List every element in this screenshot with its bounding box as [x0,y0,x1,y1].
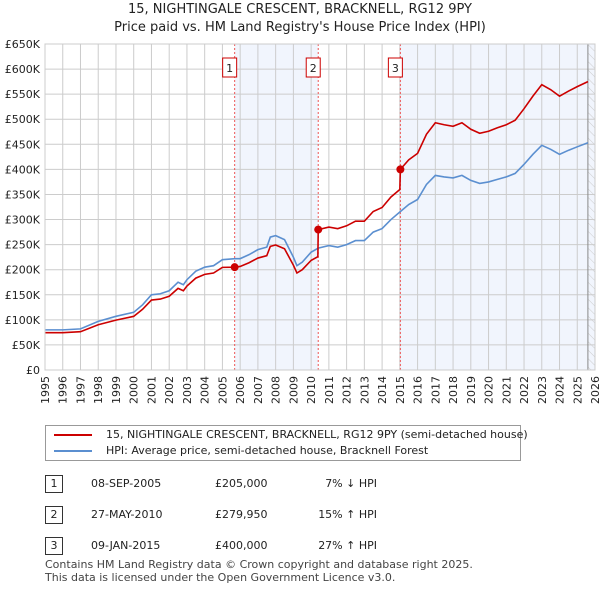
transaction-hpi-diff: 7% ↓ HPI [325,477,377,490]
shaded-period [234,44,319,370]
transaction-number: 2 [45,506,63,524]
legend-label-hpi: HPI: Average price, semi-detached house,… [106,444,429,457]
y-tick-label: £200K [5,264,41,277]
x-tick-label: 2017 [429,376,442,404]
x-tick-label: 2025 [571,376,584,404]
transaction-hpi-diff: 15% ↑ HPI [318,508,377,521]
shaded-period [400,44,595,370]
sale-label: 1 [226,62,233,75]
transaction-row: 2 27-MAY-2010 £279,950 15% ↑ HPI [45,506,545,524]
x-tick-label: 2026 [589,376,600,404]
sale-label: 3 [392,62,399,75]
sale-label-box [387,57,403,78]
transaction-date: 08-SEP-2005 [91,477,162,490]
x-tick-label: 2004 [199,376,212,404]
x-tick-label: 2008 [270,376,283,404]
sale-label-box [305,57,321,78]
future-hatch [587,44,595,370]
chart-title: 15, NIGHTINGALE CRESCENT, BRACKNELL, RG1… [128,2,472,17]
legend-red-line [54,434,92,436]
transaction-price: £279,950 [215,508,268,521]
x-tick-label: 2011 [323,376,336,404]
x-tick-label: 2024 [554,376,567,404]
x-tick-label: 2022 [518,376,531,404]
x-tick-label: 2003 [181,376,194,404]
y-tick-label: £150K [5,289,41,302]
x-tick-label: 1999 [110,376,123,404]
x-tick-label: 2021 [500,376,513,404]
y-tick-label: £300K [5,214,41,227]
transaction-number: 1 [45,475,63,493]
x-tick-label: 2012 [341,376,354,404]
sale-label-box [222,57,238,78]
y-tick-label: £400K [5,163,41,176]
transaction-price: £205,000 [215,477,268,490]
chart-subtitle: Price paid vs. HM Land Registry's House … [114,20,486,35]
x-tick-label: 2000 [128,376,141,404]
plot-border [44,43,596,371]
y-tick-label: £0 [26,364,40,377]
x-tick-label: 2006 [234,376,247,404]
transaction-row: 3 09-JAN-2015 £400,000 27% ↑ HPI [45,537,545,555]
x-tick-label: 2023 [536,376,549,404]
transaction-number: 3 [45,537,63,555]
y-tick-label: £450K [5,138,41,151]
legend: 15, NIGHTINGALE CRESCENT, BRACKNELL, RG1… [45,425,528,461]
x-tick-label: 2010 [305,376,318,404]
y-tick-label: £50K [12,339,41,352]
y-tick-label: £100K [5,314,41,327]
legend-blue-line [54,450,92,452]
series-line [45,80,589,334]
x-tick-label: 2007 [252,376,265,404]
legend-label-property: 15, NIGHTINGALE CRESCENT, BRACKNELL, RG1… [106,428,528,441]
sale-point [314,225,323,234]
x-tick-label: 2015 [394,376,407,404]
y-tick-label: £600K [5,63,41,76]
y-tick-label: £250K [5,239,41,252]
x-tick-label: 1995 [39,376,52,404]
sale-label: 2 [310,62,317,75]
x-tick-label: 2009 [287,376,300,404]
transaction-hpi-diff: 27% ↑ HPI [318,539,377,552]
transaction-date: 09-JAN-2015 [91,539,161,552]
y-tick-label: £550K [5,88,41,101]
x-tick-label: 2002 [163,376,176,404]
x-tick-label: 2005 [216,376,229,404]
sale-point [230,263,239,272]
x-tick-label: 2014 [376,376,389,404]
x-tick-label: 2001 [145,376,158,404]
x-tick-label: 1997 [74,376,87,404]
x-tick-label: 2018 [447,376,460,404]
y-tick-label: £350K [5,188,41,201]
transaction-row: 1 08-SEP-2005 £205,000 7% ↓ HPI [45,475,545,493]
x-tick-label: 2013 [358,376,371,404]
footer-licence: This data is licensed under the Open Gov… [45,571,396,584]
y-tick-label: £650K [5,38,41,51]
x-tick-label: 2020 [483,376,496,404]
price-chart: 1995 1996 1997 1998 1999 2000 2001 2002 2003 2004… [5,38,600,404]
y-tick-label: £500K [5,113,41,126]
series-line [45,142,589,331]
transaction-price: £400,000 [215,539,268,552]
x-tick-label: 1998 [92,376,105,404]
sale-point [396,165,405,174]
footer-copyright: Contains HM Land Registry data © Crown c… [45,558,473,571]
transaction-date: 27-MAY-2010 [91,508,163,521]
x-tick-label: 1996 [57,376,70,404]
x-tick-label: 2019 [465,376,478,404]
x-tick-label: 2016 [412,376,425,404]
